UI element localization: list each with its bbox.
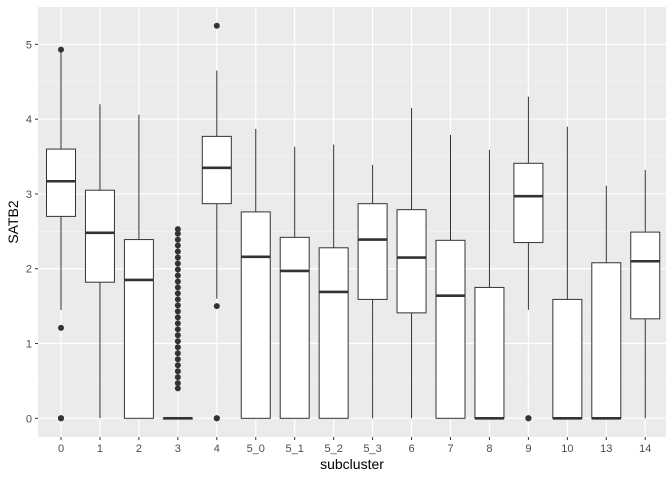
box-body bbox=[318, 247, 349, 419]
box-body bbox=[396, 209, 427, 314]
x-tick-label: 0 bbox=[58, 443, 64, 455]
outlier-point bbox=[174, 308, 181, 315]
outlier-point bbox=[174, 272, 181, 279]
outlier-point bbox=[174, 284, 181, 291]
y-tick-label: 1 bbox=[26, 339, 32, 351]
box-6 bbox=[396, 107, 427, 419]
outlier-point bbox=[174, 236, 181, 243]
x-tick-label: 3 bbox=[175, 443, 181, 455]
y-tick-label: 2 bbox=[26, 264, 32, 276]
outlier-point bbox=[174, 226, 181, 233]
box-1 bbox=[84, 104, 115, 419]
y-tick-label: 5 bbox=[26, 39, 32, 51]
outlier-point bbox=[174, 290, 181, 297]
x-tick-label: 8 bbox=[486, 443, 492, 455]
outlier-point bbox=[174, 356, 181, 363]
box-body bbox=[279, 236, 310, 419]
box-8 bbox=[474, 149, 505, 420]
box-5_2 bbox=[318, 144, 349, 419]
box-body bbox=[240, 211, 271, 419]
x-tick-label: 1 bbox=[97, 443, 103, 455]
outlier-point bbox=[174, 230, 181, 237]
y-axis-title: SATB2 bbox=[5, 200, 21, 244]
outlier-point bbox=[174, 248, 181, 255]
box-body bbox=[46, 148, 76, 217]
y-tick-label: 3 bbox=[26, 189, 32, 201]
outlier-point bbox=[174, 302, 181, 309]
outlier-point bbox=[174, 374, 181, 381]
outlier-point bbox=[525, 415, 532, 422]
x-tick-label: 5_0 bbox=[247, 443, 265, 455]
outlier-point bbox=[174, 344, 181, 351]
outlier-point bbox=[174, 320, 181, 327]
outlier-point bbox=[174, 350, 181, 357]
box-3 bbox=[162, 226, 193, 420]
outlier-point bbox=[213, 303, 220, 310]
y-axis-ticks: 0 1 2 3 4 5 bbox=[26, 39, 38, 425]
x-tick-label: 13 bbox=[600, 443, 612, 455]
x-tick-label: 10 bbox=[561, 443, 573, 455]
outlier-point bbox=[174, 296, 181, 303]
outlier-point bbox=[174, 326, 181, 333]
box-5_1 bbox=[279, 146, 310, 419]
outlier-point bbox=[58, 324, 64, 331]
box-body bbox=[552, 298, 583, 419]
x-tick-label: 5_3 bbox=[363, 443, 381, 455]
x-tick-label: 5_2 bbox=[324, 443, 342, 455]
x-axis-title: subcluster bbox=[320, 456, 384, 472]
box-0 bbox=[46, 46, 76, 422]
outlier-point bbox=[174, 242, 181, 249]
outlier-point bbox=[213, 415, 220, 422]
box-10 bbox=[552, 126, 583, 420]
box-body bbox=[357, 203, 388, 300]
box-4 bbox=[201, 22, 232, 422]
box-14 bbox=[630, 170, 661, 419]
box-body bbox=[474, 286, 505, 419]
boxes bbox=[46, 22, 661, 422]
box-5_0 bbox=[240, 128, 271, 419]
x-tick-label: 14 bbox=[639, 443, 651, 455]
x-tick-label: 6 bbox=[408, 443, 414, 455]
outlier-point bbox=[174, 254, 181, 261]
box-body bbox=[591, 262, 622, 419]
box-body bbox=[513, 162, 544, 244]
box-7 bbox=[435, 134, 466, 419]
outlier-point bbox=[174, 266, 181, 273]
outlier-point bbox=[174, 338, 181, 345]
box-13 bbox=[591, 185, 622, 420]
box-2 bbox=[123, 114, 154, 419]
box-body bbox=[630, 231, 661, 320]
outlier-point bbox=[174, 314, 181, 321]
box-9 bbox=[513, 96, 544, 422]
outlier-point bbox=[58, 415, 64, 422]
outlier-point bbox=[174, 385, 181, 392]
outlier-point bbox=[213, 22, 220, 29]
y-tick-label: 4 bbox=[26, 114, 32, 126]
box-body bbox=[84, 189, 115, 283]
outlier-point bbox=[174, 260, 181, 267]
outlier-point bbox=[174, 332, 181, 339]
x-axis-ticks: 0 1 2 3 4 5_0 5_1 5_2 5_3 6 7 8 9 10 13 14 bbox=[58, 437, 651, 455]
outlier-point bbox=[174, 380, 181, 387]
x-tick-label: 4 bbox=[214, 443, 220, 455]
x-tick-label: 5_1 bbox=[286, 443, 304, 455]
x-tick-label: 9 bbox=[525, 443, 531, 455]
box-5_3 bbox=[357, 164, 388, 419]
box-body bbox=[123, 239, 154, 419]
x-tick-label: 7 bbox=[447, 443, 453, 455]
outlier-point bbox=[174, 368, 181, 375]
outlier-point bbox=[174, 278, 181, 285]
y-tick-label: 0 bbox=[26, 413, 32, 425]
x-tick-label: 2 bbox=[136, 443, 142, 455]
outlier-point bbox=[174, 362, 181, 369]
box-body bbox=[201, 135, 232, 205]
box-body bbox=[435, 239, 466, 419]
outlier-point bbox=[58, 46, 64, 53]
